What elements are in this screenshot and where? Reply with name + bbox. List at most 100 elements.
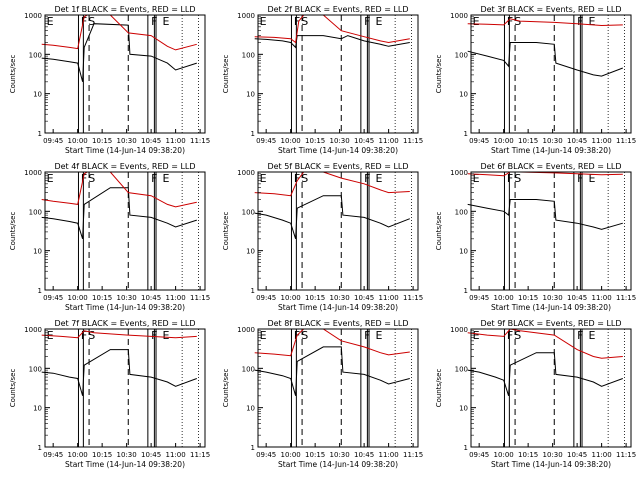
y-tick-label: 10 (33, 91, 42, 99)
event-label: S (301, 172, 308, 185)
y-tick-label: 1000 (24, 326, 42, 334)
x-tick-label: 09:45 (43, 137, 63, 145)
x-tick-label: 11:00 (592, 451, 612, 459)
x-axis-label: Start Time (14-Jun-14 09:38:20) (278, 146, 398, 155)
y-axis-label: Counts/sec (9, 212, 17, 251)
y-axis-label: Counts/sec (435, 212, 443, 251)
event-label: E (260, 329, 267, 342)
plot-frame (470, 328, 632, 448)
event-label: F (294, 15, 300, 28)
y-axis-label: Counts/sec (222, 212, 230, 251)
event-label: F (577, 172, 583, 185)
lld-series-line (254, 328, 410, 357)
lld-series-line (467, 171, 623, 177)
events-series-line (467, 199, 623, 230)
event-label: E (473, 15, 480, 28)
chart-title: Det 1f BLACK = Events, RED = LLD (54, 5, 195, 14)
event-label: F (364, 15, 370, 28)
event-label: S (514, 329, 521, 342)
x-axis-label: Start Time (14-Jun-14 09:38:20) (65, 146, 185, 155)
event-label: E (47, 15, 54, 28)
x-tick-label: 10:00 (281, 451, 301, 459)
chart-title: Det 7f BLACK = Events, RED = LLD (54, 319, 195, 328)
x-axis-label: Start Time (14-Jun-14 09:38:20) (491, 146, 611, 155)
x-tick-label: 09:45 (256, 294, 276, 302)
event-label: F (81, 172, 87, 185)
chart-title: Det 3f BLACK = Events, RED = LLD (480, 5, 621, 14)
event-label: S (514, 15, 521, 28)
y-tick-label: 100 (455, 365, 468, 373)
x-tick-label: 10:00 (494, 137, 514, 145)
y-tick-label: 1 (38, 444, 42, 452)
y-tick-label: 1 (251, 287, 255, 295)
plot-frame (44, 171, 206, 291)
x-tick-label: 11:15 (616, 451, 636, 459)
event-label: E (589, 172, 596, 185)
chart-title: Det 2f BLACK = Events, RED = LLD (267, 5, 408, 14)
x-tick-label: 10:30 (117, 294, 137, 302)
x-tick-label: 10:15 (305, 137, 325, 145)
x-tick-label: 10:45 (567, 451, 587, 459)
x-tick-label: 10:45 (567, 294, 587, 302)
chart-title: Det 9f BLACK = Events, RED = LLD (480, 319, 621, 328)
x-axis-label: Start Time (14-Jun-14 09:38:20) (278, 303, 398, 312)
y-tick-label: 1000 (24, 169, 42, 177)
x-tick-label: 10:00 (281, 294, 301, 302)
x-tick-label: 10:45 (141, 294, 161, 302)
event-label: E (589, 329, 596, 342)
event-label: E (260, 172, 267, 185)
x-axis-label: Start Time (14-Jun-14 09:38:20) (491, 303, 611, 312)
x-tick-label: 11:00 (379, 294, 399, 302)
x-tick-label: 11:15 (190, 137, 210, 145)
x-tick-label: 10:45 (567, 137, 587, 145)
y-tick-label: 1000 (237, 169, 255, 177)
x-tick-label: 11:15 (616, 294, 636, 302)
x-tick-label: 11:15 (190, 451, 210, 459)
chart-title: Det 6f BLACK = Events, RED = LLD (480, 162, 621, 171)
y-tick-label: 10 (33, 405, 42, 413)
lld-series-line (254, 14, 410, 44)
y-axis-label: Counts/sec (435, 369, 443, 408)
event-label: E (473, 172, 480, 185)
y-tick-label: 1000 (450, 169, 468, 177)
x-tick-label: 10:30 (117, 137, 137, 145)
y-axis-label: Counts/sec (222, 369, 230, 408)
event-label: F (81, 15, 87, 28)
x-tick-label: 09:45 (43, 451, 63, 459)
event-label: E (163, 172, 170, 185)
x-tick-label: 10:45 (354, 294, 374, 302)
y-tick-label: 1 (38, 130, 42, 138)
x-axis-label: Start Time (14-Jun-14 09:38:20) (491, 460, 611, 469)
plot-frame (470, 171, 632, 291)
x-tick-label: 10:15 (305, 294, 325, 302)
plot-frame (257, 14, 419, 134)
x-tick-label: 11:00 (166, 294, 186, 302)
x-tick-label: 10:30 (330, 451, 350, 459)
x-tick-label: 11:00 (592, 294, 612, 302)
y-tick-label: 100 (455, 208, 468, 216)
plot-frame (44, 14, 206, 134)
y-tick-label: 1 (38, 287, 42, 295)
x-tick-label: 09:45 (469, 137, 489, 145)
x-tick-label: 10:30 (543, 294, 563, 302)
event-label: S (301, 329, 308, 342)
y-axis-label: Counts/sec (435, 55, 443, 94)
x-axis-label: Start Time (14-Jun-14 09:38:20) (65, 303, 185, 312)
y-tick-label: 10 (33, 248, 42, 256)
y-tick-label: 100 (242, 365, 255, 373)
x-tick-label: 10:00 (494, 451, 514, 459)
x-tick-label: 10:15 (92, 294, 112, 302)
lld-series-line (41, 330, 197, 339)
plot-frame (257, 171, 419, 291)
y-tick-label: 1 (464, 130, 468, 138)
x-tick-label: 10:30 (117, 451, 137, 459)
x-tick-label: 10:15 (518, 294, 538, 302)
event-label: E (589, 15, 596, 28)
y-tick-label: 10 (459, 405, 468, 413)
plot-frame (257, 328, 419, 448)
x-tick-label: 10:00 (494, 294, 514, 302)
